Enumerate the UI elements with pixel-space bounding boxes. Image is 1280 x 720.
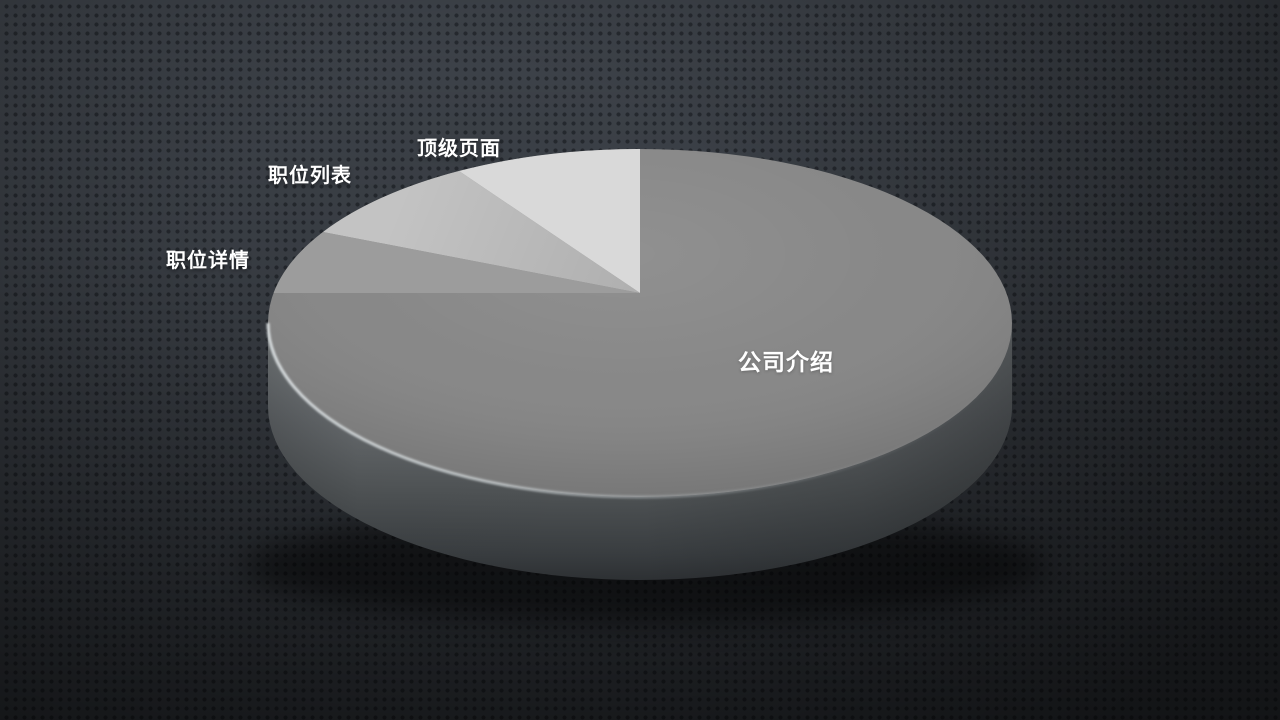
pie-slice-job-list-shading bbox=[323, 171, 640, 293]
label-company-intro: 公司介绍 bbox=[738, 349, 834, 375]
label-job-detail: 职位详情 bbox=[166, 250, 250, 272]
pie-side-shading bbox=[268, 323, 1012, 580]
label-job-list: 职位列表 bbox=[268, 165, 352, 187]
pie-slice-job-detail bbox=[273, 232, 640, 293]
pie-rim-highlight bbox=[266, 322, 1014, 499]
pie-slice-top-pages bbox=[459, 149, 640, 293]
label-top-pages: 顶级页面 bbox=[417, 138, 501, 160]
